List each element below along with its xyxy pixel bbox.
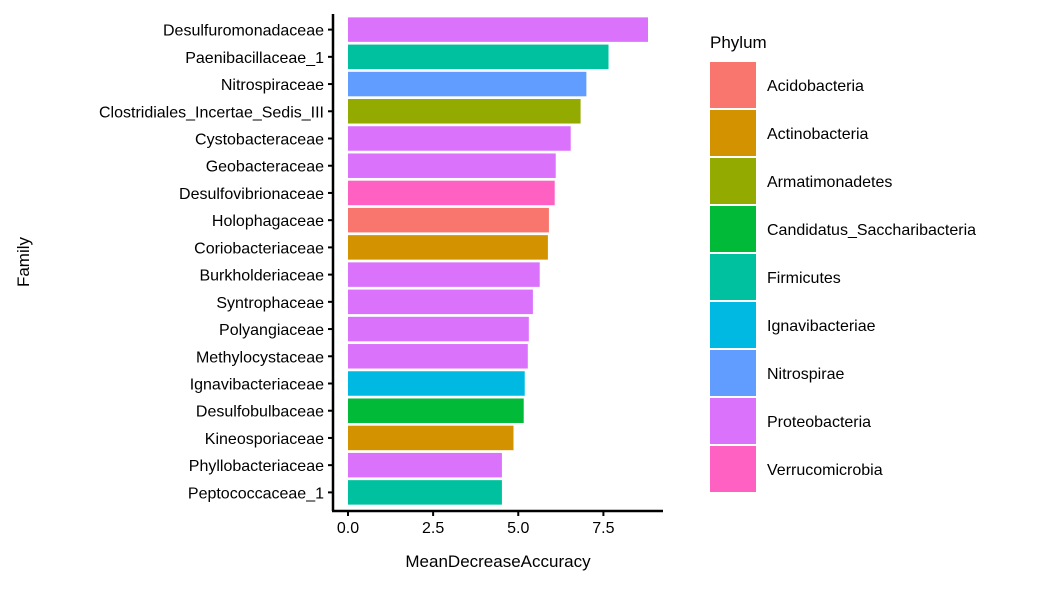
legend-swatch — [710, 206, 756, 252]
bar — [347, 99, 581, 124]
bar — [347, 316, 529, 342]
x-axis-title: MeanDecreaseAccuracy — [405, 552, 591, 571]
legend-label: Actinobacteria — [767, 126, 868, 143]
y-tick-label: Paenibacillaceae_1 — [185, 50, 324, 67]
legend-label: Firmicutes — [767, 270, 841, 287]
bar — [347, 344, 528, 369]
bar — [347, 262, 540, 287]
y-tick-label: Phyllobacteriaceae — [189, 458, 324, 475]
legend-label: Proteobacteria — [767, 414, 871, 431]
x-tick-label: 0.0 — [337, 520, 359, 537]
x-tick-label: 5.0 — [507, 520, 529, 537]
y-tick-label: Methylocystaceae — [196, 349, 324, 366]
bar — [347, 452, 502, 478]
y-tick-label: Desulfovibrionaceae — [179, 186, 324, 203]
x-tick-label: 2.5 — [422, 520, 444, 537]
y-tick-label: Nitrospiraceae — [221, 77, 324, 94]
y-tick-label: Peptococcaceae_1 — [188, 485, 324, 502]
y-tick-label: Burkholderiaceae — [199, 268, 324, 285]
bar — [347, 207, 549, 233]
y-tick-label: Coriobacteriaceae — [194, 240, 324, 257]
legend-label: Armatimonadetes — [767, 174, 892, 191]
x-axis: 0.0 2.5 5.0 7.5 — [332, 509, 663, 537]
y-axis-title: Family — [14, 236, 33, 287]
bar — [347, 126, 571, 151]
y-tick-label: Geobacteraceae — [206, 159, 324, 176]
bar — [347, 153, 556, 178]
bar — [347, 425, 514, 451]
y-tick-label: Desulfuromonadaceae — [163, 23, 324, 40]
y-tick-label: Holophagaceae — [212, 213, 324, 230]
legend: Phylum Acidobacteria Actinobacteria Armati… — [710, 33, 976, 492]
y-tick-label: Syntrophaceae — [216, 295, 324, 312]
legend-label: Verrucomicrobia — [767, 462, 883, 479]
y-tick-label: Desulfobulbaceae — [196, 404, 324, 421]
y-tick-label: Ignavibacteriaceae — [190, 377, 324, 394]
legend-title: Phylum — [710, 33, 767, 52]
bar — [347, 17, 649, 42]
bar — [347, 289, 533, 315]
bar — [347, 44, 609, 70]
y-tick-label: Clostridiales_Incertae_Sedis_III — [99, 104, 324, 121]
legend-swatch — [710, 62, 756, 108]
legend-swatch — [710, 398, 756, 444]
legend-swatch — [710, 302, 756, 348]
legend-swatch — [710, 446, 756, 492]
bar — [347, 235, 548, 260]
legend-label: Acidobacteria — [767, 78, 864, 95]
legend-swatch — [710, 254, 756, 300]
bar — [347, 180, 555, 206]
legend-label: Ignavibacteriae — [767, 318, 876, 335]
legend-swatch — [710, 158, 756, 204]
legend-label: Nitrospirae — [767, 366, 844, 383]
legend-label: Candidatus_Saccharibacteria — [767, 222, 976, 239]
y-axis: Desulfuromonadaceae Paenibacillaceae_1 Nit… — [99, 14, 335, 511]
y-tick-label: Kineosporiaceae — [205, 431, 324, 448]
bars-layer — [347, 17, 649, 505]
bar — [347, 371, 525, 396]
legend-swatch — [710, 110, 756, 156]
y-tick-label: Cystobacteraceae — [195, 132, 324, 149]
x-tick-label: 7.5 — [592, 520, 614, 537]
y-tick-label: Polyangiaceae — [219, 322, 324, 339]
legend-swatch — [710, 350, 756, 396]
bar — [347, 480, 502, 505]
bar — [347, 71, 587, 97]
bar — [347, 398, 524, 423]
